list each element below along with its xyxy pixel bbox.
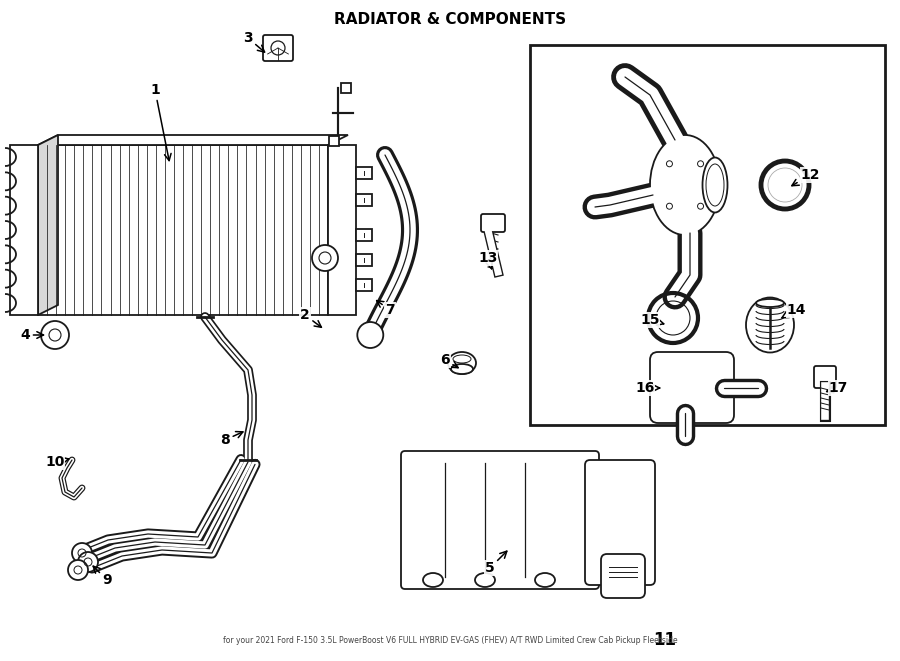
Circle shape — [72, 543, 92, 563]
Text: 9: 9 — [94, 566, 112, 587]
Text: 1: 1 — [150, 83, 171, 161]
Text: RADIATOR & COMPONENTS: RADIATOR & COMPONENTS — [334, 12, 566, 27]
Bar — [356, 279, 372, 291]
Circle shape — [41, 321, 69, 349]
FancyBboxPatch shape — [401, 451, 599, 589]
Text: 17: 17 — [826, 381, 848, 395]
Ellipse shape — [448, 352, 476, 374]
Ellipse shape — [703, 157, 727, 212]
Circle shape — [78, 552, 98, 572]
Bar — [530, 45, 885, 425]
Ellipse shape — [746, 297, 794, 352]
Text: for your 2021 Ford F-150 3.5L PowerBoost V6 FULL HYBRID EV-GAS (FHEV) A/T RWD Li: for your 2021 Ford F-150 3.5L PowerBoost… — [222, 636, 678, 645]
FancyBboxPatch shape — [585, 460, 655, 585]
Ellipse shape — [423, 573, 443, 587]
Text: 13: 13 — [478, 251, 498, 269]
FancyBboxPatch shape — [481, 214, 505, 232]
Bar — [341, 83, 351, 93]
Circle shape — [312, 245, 338, 271]
Circle shape — [68, 560, 88, 580]
FancyBboxPatch shape — [601, 554, 645, 598]
FancyBboxPatch shape — [263, 35, 293, 61]
Text: 7: 7 — [377, 301, 395, 317]
Text: 3: 3 — [243, 31, 265, 52]
Bar — [38, 145, 328, 315]
Text: 2: 2 — [300, 308, 321, 327]
Ellipse shape — [451, 364, 473, 374]
Ellipse shape — [475, 573, 495, 587]
FancyBboxPatch shape — [814, 366, 836, 388]
FancyBboxPatch shape — [650, 352, 734, 423]
Text: 11: 11 — [653, 631, 677, 649]
Bar — [356, 194, 372, 206]
Bar — [10, 145, 38, 315]
Bar — [328, 145, 356, 315]
Bar — [329, 136, 339, 146]
Text: 10: 10 — [45, 455, 68, 469]
Polygon shape — [38, 135, 58, 315]
Polygon shape — [38, 135, 348, 145]
Text: 12: 12 — [792, 168, 820, 186]
Text: 14: 14 — [782, 303, 806, 318]
Text: 4: 4 — [20, 328, 43, 342]
Bar — [356, 229, 372, 241]
Text: 8: 8 — [220, 432, 243, 447]
Text: 6: 6 — [440, 353, 458, 368]
Ellipse shape — [706, 164, 724, 206]
Ellipse shape — [650, 135, 720, 235]
Text: 5: 5 — [485, 551, 507, 575]
Bar — [356, 167, 372, 179]
Bar — [356, 254, 372, 266]
Text: 15: 15 — [640, 313, 664, 327]
Ellipse shape — [756, 299, 784, 307]
Ellipse shape — [535, 573, 555, 587]
Text: 16: 16 — [635, 381, 660, 395]
Circle shape — [357, 322, 383, 348]
